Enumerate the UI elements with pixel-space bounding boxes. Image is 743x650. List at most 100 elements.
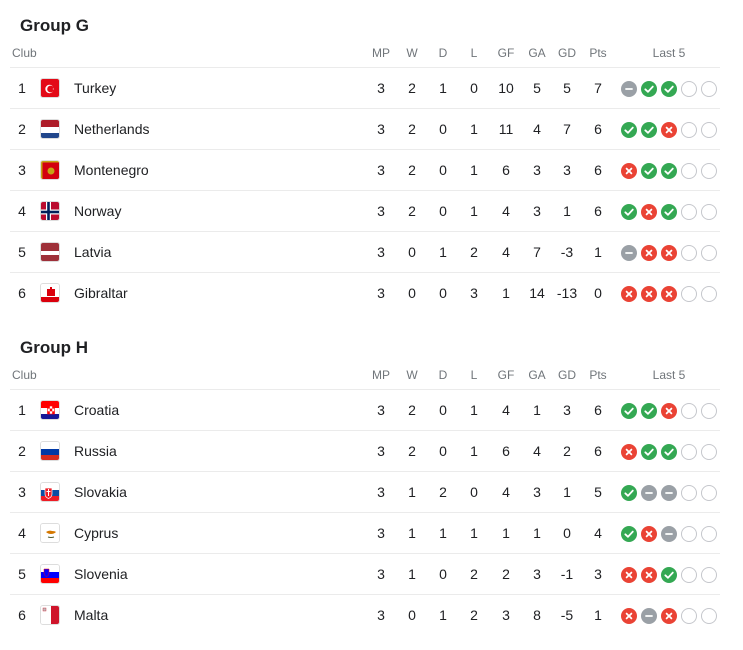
stat-d: 1	[439, 80, 447, 96]
header-gf: GF	[497, 368, 515, 382]
table-row[interactable]: 3 Montenegro 3 2 0 1 6 3 3 6	[10, 149, 720, 191]
stat-d: 0	[439, 285, 447, 301]
loss-x-icon[interactable]	[641, 245, 657, 261]
draw-dash-icon[interactable]	[621, 245, 637, 261]
stat-gf: 1	[502, 285, 510, 301]
stat-l: 0	[470, 484, 478, 500]
table-row[interactable]: 4 Norway 3 2 0 1 4 3 1 6	[10, 190, 720, 232]
win-check-icon[interactable]	[641, 444, 657, 460]
russia-flag-icon	[40, 441, 60, 461]
position: 6	[18, 607, 26, 623]
stat-w: 1	[408, 566, 416, 582]
loss-x-icon[interactable]	[641, 526, 657, 542]
win-check-icon[interactable]	[661, 163, 677, 179]
header-mp: MP	[372, 368, 390, 382]
draw-dash-icon[interactable]	[641, 608, 657, 624]
table-row[interactable]: 3 Slovakia 3 1 2 0 4 3 1 5	[10, 471, 720, 513]
win-check-icon[interactable]	[621, 122, 637, 138]
empty-result-icon	[681, 122, 697, 138]
club-name[interactable]: Gibraltar	[74, 285, 128, 301]
empty-result-icon	[701, 245, 717, 261]
loss-x-icon[interactable]	[641, 567, 657, 583]
club-name[interactable]: Norway	[74, 203, 122, 219]
win-check-icon[interactable]	[621, 204, 637, 220]
win-check-icon[interactable]	[621, 485, 637, 501]
stat-ga: 3	[533, 162, 541, 178]
win-check-icon[interactable]	[661, 81, 677, 97]
gibraltar-flag-icon	[40, 283, 60, 303]
draw-dash-icon[interactable]	[641, 485, 657, 501]
loss-x-icon[interactable]	[661, 608, 677, 624]
empty-result-icon	[701, 608, 717, 624]
stat-pts: 6	[594, 443, 602, 459]
stat-gd: 5	[563, 80, 571, 96]
loss-x-icon[interactable]	[621, 567, 637, 583]
loss-x-icon[interactable]	[641, 286, 657, 302]
win-check-icon[interactable]	[641, 403, 657, 419]
header-d: D	[438, 46, 448, 60]
table-row[interactable]: 5 Slovenia 3 1 0 2 2 3 -1 3	[10, 553, 720, 595]
draw-dash-icon[interactable]	[661, 526, 677, 542]
loss-x-icon[interactable]	[661, 122, 677, 138]
loss-x-icon[interactable]	[661, 245, 677, 261]
stat-l: 1	[470, 443, 478, 459]
win-check-icon[interactable]	[661, 444, 677, 460]
win-check-icon[interactable]	[621, 526, 637, 542]
stat-d: 1	[439, 525, 447, 541]
table-row[interactable]: 1 Turkey 3 2 1 0 10 5 5 7	[10, 67, 720, 109]
table-row[interactable]: 2 Netherlands 3 2 0 1 11 4 7 6	[10, 108, 720, 150]
stat-gd: 0	[563, 525, 571, 541]
table-row[interactable]: 5 Latvia 3 0 1 2 4 7 -3 1	[10, 231, 720, 273]
club-name[interactable]: Croatia	[74, 402, 120, 418]
stat-pts: 6	[594, 121, 602, 137]
croatia-flag-icon	[40, 400, 60, 420]
stat-mp: 3	[377, 525, 385, 541]
empty-result-icon	[701, 122, 717, 138]
loss-x-icon[interactable]	[661, 286, 677, 302]
header-pts: Pts	[589, 46, 607, 60]
win-check-icon[interactable]	[661, 204, 677, 220]
stat-w: 2	[408, 203, 416, 219]
header-club: Club	[12, 368, 37, 382]
win-check-icon[interactable]	[641, 122, 657, 138]
stat-pts: 6	[594, 402, 602, 418]
loss-x-icon[interactable]	[621, 163, 637, 179]
club-name[interactable]: Netherlands	[74, 121, 150, 137]
win-check-icon[interactable]	[661, 567, 677, 583]
loss-x-icon[interactable]	[641, 204, 657, 220]
position: 2	[18, 121, 26, 137]
club-name[interactable]: Slovenia	[74, 566, 128, 582]
turkey-flag-icon	[40, 78, 60, 98]
club-name[interactable]: Latvia	[74, 244, 112, 260]
club-name[interactable]: Slovakia	[74, 484, 127, 500]
stat-gd: 1	[563, 484, 571, 500]
stat-mp: 3	[377, 402, 385, 418]
club-name[interactable]: Turkey	[74, 80, 117, 96]
draw-dash-icon[interactable]	[661, 485, 677, 501]
stat-pts: 7	[594, 80, 602, 96]
table-row[interactable]: 1 Croatia 3 2 0 1 4 1 3 6	[10, 389, 720, 431]
loss-x-icon[interactable]	[661, 403, 677, 419]
loss-x-icon[interactable]	[621, 286, 637, 302]
loss-x-icon[interactable]	[621, 444, 637, 460]
stat-w: 0	[408, 607, 416, 623]
table-row[interactable]: 4 Cyprus 3 1 1 1 1 1 0 4	[10, 512, 720, 554]
win-check-icon[interactable]	[641, 163, 657, 179]
club-name[interactable]: Malta	[74, 607, 109, 623]
draw-dash-icon[interactable]	[621, 81, 637, 97]
table-row[interactable]: 6 Gibraltar 3 0 0 3 1 14 -13 0	[10, 272, 720, 314]
stat-l: 1	[470, 162, 478, 178]
cyprus-flag-icon	[40, 523, 60, 543]
win-check-icon[interactable]	[621, 403, 637, 419]
win-check-icon[interactable]	[641, 81, 657, 97]
club-name[interactable]: Montenegro	[74, 162, 149, 178]
table-row[interactable]: 2 Russia 3 2 0 1 6 4 2 6	[10, 430, 720, 472]
club-name[interactable]: Cyprus	[74, 525, 119, 541]
club-name[interactable]: Russia	[74, 443, 117, 459]
stat-w: 2	[408, 162, 416, 178]
stat-d: 0	[439, 443, 447, 459]
table-row[interactable]: 6 Malta 3 0 1 2 3 8 -5 1	[10, 594, 720, 636]
loss-x-icon[interactable]	[621, 608, 637, 624]
stat-gf: 2	[502, 566, 510, 582]
header-w: W	[406, 368, 418, 382]
